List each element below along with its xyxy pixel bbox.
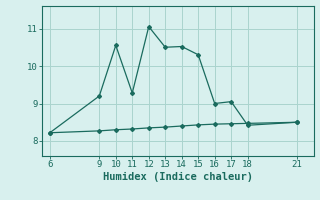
- X-axis label: Humidex (Indice chaleur): Humidex (Indice chaleur): [103, 172, 252, 182]
